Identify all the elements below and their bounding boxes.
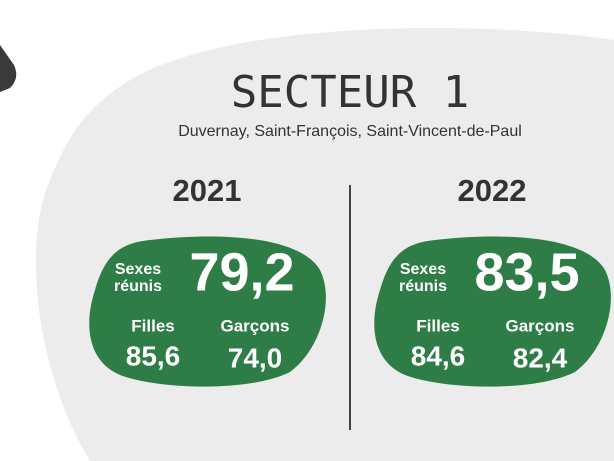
green-blob	[89, 236, 326, 387]
title: SECTEUR 1	[231, 67, 469, 118]
boys-value: 82,4	[513, 342, 568, 373]
overall-label: Sexes	[115, 261, 161, 278]
subtitle: Duvernay, Saint-François, Saint-Vincent-…	[178, 123, 522, 140]
green-blob	[374, 236, 611, 387]
girls-label: Filles	[131, 316, 174, 335]
overall-label: réunis	[399, 278, 447, 295]
overall-label: réunis	[114, 278, 162, 295]
overall-value: 79,2	[189, 242, 294, 302]
boys-label: Garçons	[221, 316, 290, 335]
overall-value: 83,5	[474, 242, 579, 302]
girls-value: 84,6	[411, 340, 466, 371]
year: 2022	[458, 173, 527, 208]
boys-label: Garçons	[506, 316, 575, 335]
girls-value: 85,6	[126, 340, 181, 371]
corner-stroke	[0, 45, 17, 92]
corner-curve	[0, 438, 16, 461]
boys-value: 74,0	[228, 342, 283, 373]
overall-label: Sexes	[400, 261, 446, 278]
year: 2021	[173, 173, 242, 208]
girls-label: Filles	[416, 316, 459, 335]
